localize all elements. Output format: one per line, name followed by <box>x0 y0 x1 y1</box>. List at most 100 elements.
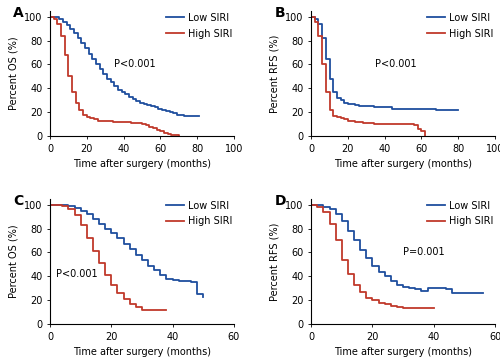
Low SIRI <box>139 257 145 262</box>
Low SIRI <box>422 107 428 111</box>
High SIRI <box>394 305 400 310</box>
High SIRI <box>90 249 96 253</box>
High SIRI <box>102 118 108 123</box>
High SIRI <box>326 222 332 226</box>
High SIRI <box>58 34 64 38</box>
Low SIRI <box>118 90 124 94</box>
High SIRI <box>339 257 345 262</box>
High SIRI <box>345 118 351 123</box>
Low SIRI <box>424 286 430 291</box>
Low SIRI <box>382 274 388 278</box>
Text: A: A <box>13 6 24 20</box>
Low SIRI <box>339 219 345 224</box>
High SIRI <box>66 207 71 212</box>
Low SIRI <box>178 112 184 117</box>
Line: High SIRI: High SIRI <box>50 205 166 310</box>
Low SIRI <box>108 80 114 85</box>
High SIRI <box>316 34 322 38</box>
High SIRI <box>376 300 382 305</box>
Low SIRI <box>404 107 409 111</box>
Line: High SIRI: High SIRI <box>311 205 434 309</box>
X-axis label: Time after surgery (months): Time after surgery (months) <box>73 159 211 169</box>
Low SIRI <box>378 105 384 109</box>
High SIRI <box>154 128 160 132</box>
High SIRI <box>72 213 78 217</box>
High SIRI <box>106 118 112 123</box>
Low SIRI <box>156 107 162 111</box>
Low SIRI <box>148 104 154 108</box>
Low SIRI <box>144 103 150 107</box>
Low SIRI <box>159 108 165 112</box>
Low SIRI <box>170 278 175 282</box>
Low SIRI <box>348 102 354 106</box>
High SIRI <box>308 203 314 207</box>
Low SIRI <box>141 102 147 106</box>
High SIRI <box>323 90 329 94</box>
High SIRI <box>133 305 139 310</box>
Text: P=0.001: P=0.001 <box>403 247 444 257</box>
High SIRI <box>400 306 406 311</box>
High SIRI <box>172 133 178 137</box>
Low SIRI <box>357 248 363 252</box>
Low SIRI <box>415 107 421 111</box>
High SIRI <box>158 307 164 312</box>
High SIRI <box>382 302 388 306</box>
Text: C: C <box>13 194 24 208</box>
High SIRI <box>374 122 380 126</box>
Low SIRI <box>452 108 458 112</box>
High SIRI <box>88 116 94 120</box>
High SIRI <box>151 307 157 312</box>
High SIRI <box>62 53 68 57</box>
Low SIRI <box>188 280 194 284</box>
High SIRI <box>117 120 123 124</box>
High SIRI <box>367 121 373 125</box>
Low SIRI <box>100 72 106 76</box>
Low SIRI <box>426 107 432 111</box>
High SIRI <box>418 129 424 134</box>
Low SIRI <box>312 17 318 21</box>
Text: P<0.001: P<0.001 <box>376 59 417 69</box>
High SIRI <box>60 204 66 208</box>
Low SIRI <box>64 23 70 27</box>
High SIRI <box>396 122 402 126</box>
High SIRI <box>158 129 164 134</box>
High SIRI <box>330 114 336 118</box>
High SIRI <box>389 122 395 126</box>
Low SIRI <box>480 291 486 295</box>
Low SIRI <box>462 291 468 295</box>
Low SIRI <box>388 279 394 283</box>
High SIRI <box>415 127 421 131</box>
High SIRI <box>126 302 132 306</box>
Low SIRI <box>163 109 169 113</box>
Low SIRI <box>126 247 132 251</box>
Y-axis label: Percent RFS (%): Percent RFS (%) <box>270 222 280 301</box>
Low SIRI <box>308 203 314 207</box>
High SIRI <box>326 108 332 112</box>
Low SIRI <box>158 273 164 277</box>
High SIRI <box>314 205 320 209</box>
Low SIRI <box>72 206 78 211</box>
High SIRI <box>408 122 414 126</box>
Low SIRI <box>78 41 84 45</box>
High SIRI <box>110 120 116 124</box>
Low SIRI <box>112 84 117 88</box>
Low SIRI <box>418 107 424 111</box>
Low SIRI <box>82 46 88 50</box>
Low SIRI <box>320 205 326 209</box>
Low SIRI <box>332 212 338 216</box>
High SIRI <box>54 22 60 26</box>
High SIRI <box>128 121 134 125</box>
X-axis label: Time after surgery (months): Time after surgery (months) <box>334 159 472 169</box>
Low SIRI <box>352 103 358 107</box>
High SIRI <box>370 298 376 302</box>
Legend: Low SIRI, High SIRI: Low SIRI, High SIRI <box>166 201 232 226</box>
High SIRI <box>412 306 418 311</box>
High SIRI <box>312 19 318 24</box>
Low SIRI <box>351 238 357 243</box>
High SIRI <box>345 272 351 276</box>
High SIRI <box>332 238 338 243</box>
Low SIRI <box>455 291 461 295</box>
High SIRI <box>145 307 151 312</box>
High SIRI <box>120 297 126 301</box>
Low SIRI <box>468 291 473 295</box>
